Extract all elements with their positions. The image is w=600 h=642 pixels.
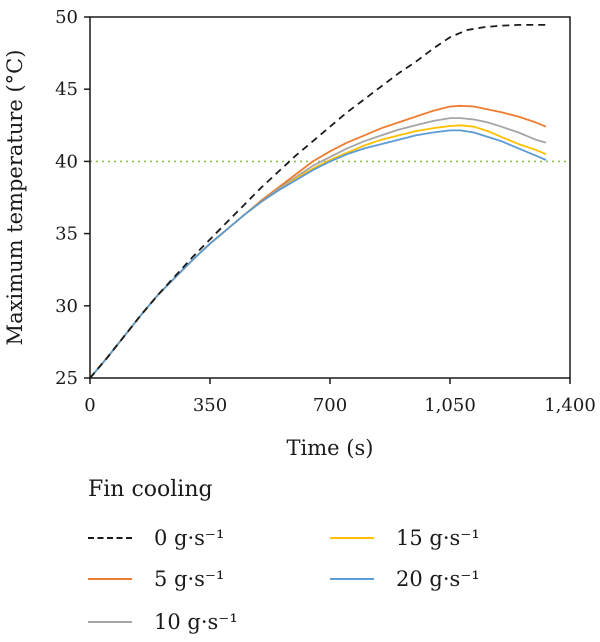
legend-label: 5 g·s⁻¹ (154, 567, 225, 591)
x-tick-label: 1,400 (544, 395, 596, 416)
legend-item-2: 10 g·s⁻¹ (88, 609, 238, 635)
legend-label: 20 g·s⁻¹ (396, 567, 480, 591)
y-tick-label: 35 (55, 224, 78, 245)
series-line-4 (89, 129, 547, 379)
x-tick-label: 700 (313, 395, 347, 416)
legend-swatch (88, 621, 132, 623)
y-tick-label: 30 (55, 296, 78, 317)
legend-label: 10 g·s⁻¹ (154, 610, 238, 634)
legend-swatch (330, 537, 374, 539)
legend-item-1: 5 g·s⁻¹ (88, 566, 224, 592)
line-chart: 0 350 700 1,050 1,400 25 30 35 40 45 50 Time (s) M… (3, 7, 596, 460)
plot-frame (89, 16, 571, 379)
series-line-1 (89, 104, 547, 379)
x-tick-label: 0 (84, 395, 95, 416)
legend-label: 0 g·s⁻¹ (154, 526, 225, 550)
legend-swatch (330, 578, 374, 580)
legend-label: 15 g·s⁻¹ (396, 526, 480, 550)
legend-item-4: 20 g·s⁻¹ (330, 566, 480, 592)
series-line-2 (89, 117, 547, 379)
legend-item-3: 15 g·s⁻¹ (330, 525, 480, 551)
legend-swatch (88, 578, 132, 580)
series-line-0 (89, 24, 546, 379)
x-tick-label: 350 (193, 395, 227, 416)
y-tick-label: 45 (55, 79, 78, 100)
x-tick-label: 1,050 (424, 395, 476, 416)
legend-title: Fin cooling (88, 477, 213, 502)
y-tick-label: 40 (55, 151, 78, 172)
legend-item-0: 0 g·s⁻¹ (88, 525, 224, 551)
y-tick-label: 25 (55, 368, 78, 389)
y-axis-label: Maximum temperature (°C) (3, 50, 27, 346)
legend-swatch (88, 537, 132, 539)
y-tick-label: 50 (55, 7, 78, 28)
x-axis-label: Time (s) (287, 436, 374, 460)
